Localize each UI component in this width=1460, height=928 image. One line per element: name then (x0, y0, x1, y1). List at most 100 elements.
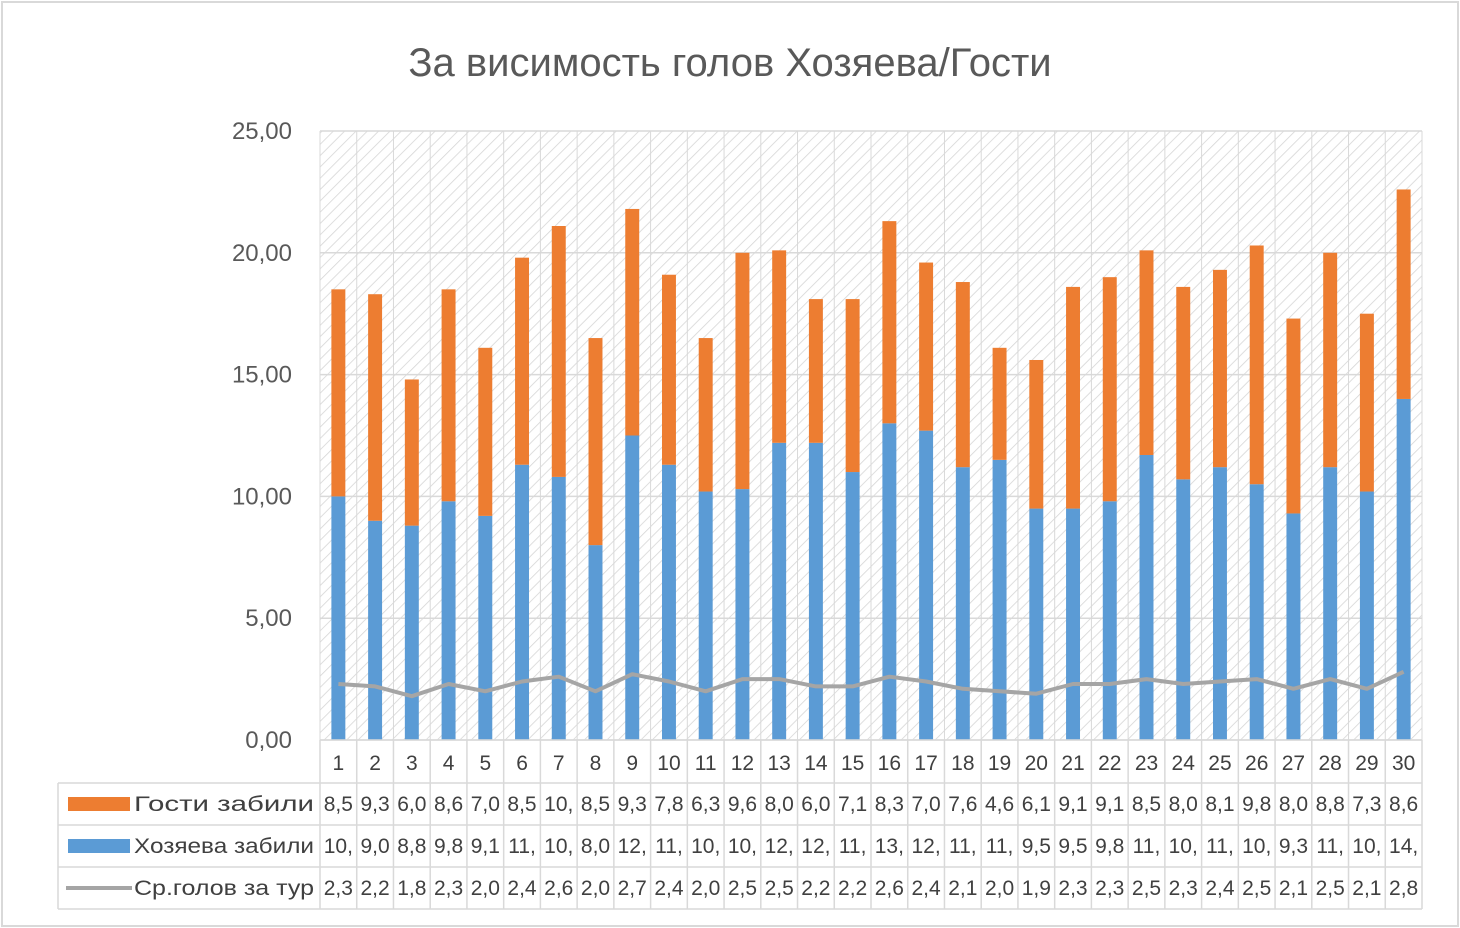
away-goals-bar (919, 262, 934, 431)
away-goals-bar (551, 226, 566, 477)
away-goals-bar (1066, 286, 1081, 509)
table-cell: 2,1 (1279, 877, 1308, 900)
legend-label: Хозяева забили (134, 835, 314, 858)
away-goals-bar (735, 252, 750, 490)
table-cell: 2,3 (1095, 877, 1124, 900)
x-tick-label: 10 (657, 752, 680, 775)
table-cell: 10, (1352, 835, 1381, 858)
away-goals-bar (441, 289, 456, 502)
home-goals-bar (625, 435, 640, 740)
table-cell: 9,1 (471, 835, 500, 858)
table-cell: 8,3 (875, 793, 904, 816)
table-cell: 10, (544, 835, 573, 858)
x-tick-label: 25 (1208, 752, 1231, 775)
table-cell: 8,6 (434, 793, 463, 816)
y-tick-label: 0,00 (245, 727, 292, 754)
home-goals-bar (331, 496, 346, 740)
y-tick-label: 10,00 (232, 483, 292, 510)
table-cell: 9,0 (360, 835, 389, 858)
away-goals-bar (1323, 252, 1338, 468)
home-goals-bar (404, 525, 419, 740)
table-cell: 11, (1316, 835, 1344, 858)
table-cell: 8,5 (581, 793, 610, 816)
away-goals-bar (1212, 269, 1227, 468)
table-cell: 8,0 (1279, 793, 1308, 816)
away-goals-bar (1359, 313, 1374, 492)
away-goals-bar (331, 289, 346, 497)
table-cell: 2,3 (324, 877, 353, 900)
table-cell: 8,5 (507, 793, 536, 816)
y-tick-label: 5,00 (245, 605, 292, 632)
table-cell: 6,0 (397, 793, 426, 816)
home-goals-bar (478, 515, 493, 740)
x-tick-label: 18 (951, 752, 974, 775)
table-cell: 2,0 (691, 877, 720, 900)
table-cell: 2,5 (1242, 877, 1271, 900)
away-goals-bar (588, 338, 603, 546)
table-cell: 11, (1133, 835, 1161, 858)
y-tick-label: 25,00 (232, 118, 292, 145)
y-tick-label: 20,00 (232, 240, 292, 267)
table-cell: 1,8 (397, 877, 426, 900)
away-goals-bar (661, 274, 676, 465)
table-cell: 6,0 (801, 793, 830, 816)
away-goals-bar (1029, 359, 1044, 509)
home-goals-bar (1249, 484, 1264, 740)
table-cell: 2,4 (1205, 877, 1235, 900)
x-tick-label: 7 (553, 752, 565, 775)
table-cell: 2,4 (911, 877, 941, 900)
table-cell: 9,5 (1058, 835, 1087, 858)
table-cell: 9,6 (728, 793, 757, 816)
home-goals-bar (588, 545, 603, 740)
x-tick-label: 2 (369, 752, 381, 775)
x-tick-label: 15 (841, 752, 864, 775)
x-tick-label: 28 (1318, 752, 1341, 775)
table-cell: 7,6 (948, 793, 977, 816)
table-cell: 2,1 (1352, 877, 1381, 900)
x-tick-label: 22 (1098, 752, 1121, 775)
table-cell: 11, (655, 835, 683, 858)
table-cell: 2,2 (838, 877, 867, 900)
away-goals-bar (404, 379, 419, 526)
home-goals-bar (1396, 398, 1411, 740)
table-cell: 2,1 (948, 877, 977, 900)
x-tick-label: 5 (479, 752, 491, 775)
home-goals-bar (1212, 467, 1227, 740)
away-goals-bar (478, 347, 493, 516)
table-cell: 12, (618, 835, 647, 858)
away-goals-bar (1102, 277, 1117, 502)
table-cell: 8,0 (765, 793, 794, 816)
legend-key (68, 797, 130, 811)
x-tick-label: 12 (731, 752, 754, 775)
table-cell: 1,9 (1022, 877, 1051, 900)
table-cell: 2,6 (875, 877, 904, 900)
legend-label: Ср.голов за тур (134, 877, 314, 900)
x-tick-label: 27 (1282, 752, 1305, 775)
table-cell: 7,3 (1352, 793, 1381, 816)
table-cell: 2,5 (1316, 877, 1345, 900)
table-cell: 9,1 (1095, 793, 1124, 816)
legend-label: Гости забили (134, 793, 314, 816)
table-cell: 2,0 (581, 877, 610, 900)
table-cell: 9,3 (618, 793, 647, 816)
home-goals-bar (698, 491, 713, 740)
x-tick-label: 21 (1061, 752, 1084, 775)
table-cell: 8,8 (1316, 793, 1345, 816)
home-goals-bar (661, 464, 676, 740)
away-goals-bar (1396, 189, 1411, 399)
home-goals-bar (441, 501, 456, 740)
table-cell: 6,1 (1022, 793, 1051, 816)
x-tick-label: 29 (1355, 752, 1378, 775)
x-tick-label: 16 (878, 752, 901, 775)
home-goals-bar (1066, 508, 1081, 740)
x-tick-label: 11 (695, 752, 717, 775)
table-cell: 9,1 (1058, 793, 1087, 816)
table-cell: 2,4 (507, 877, 537, 900)
table-cell: 2,8 (1389, 877, 1418, 900)
x-tick-label: 30 (1392, 752, 1415, 775)
table-cell: 11, (1206, 835, 1234, 858)
table-cell: 11, (986, 835, 1014, 858)
table-cell: 2,0 (471, 877, 500, 900)
table-cell: 14, (1389, 835, 1418, 858)
